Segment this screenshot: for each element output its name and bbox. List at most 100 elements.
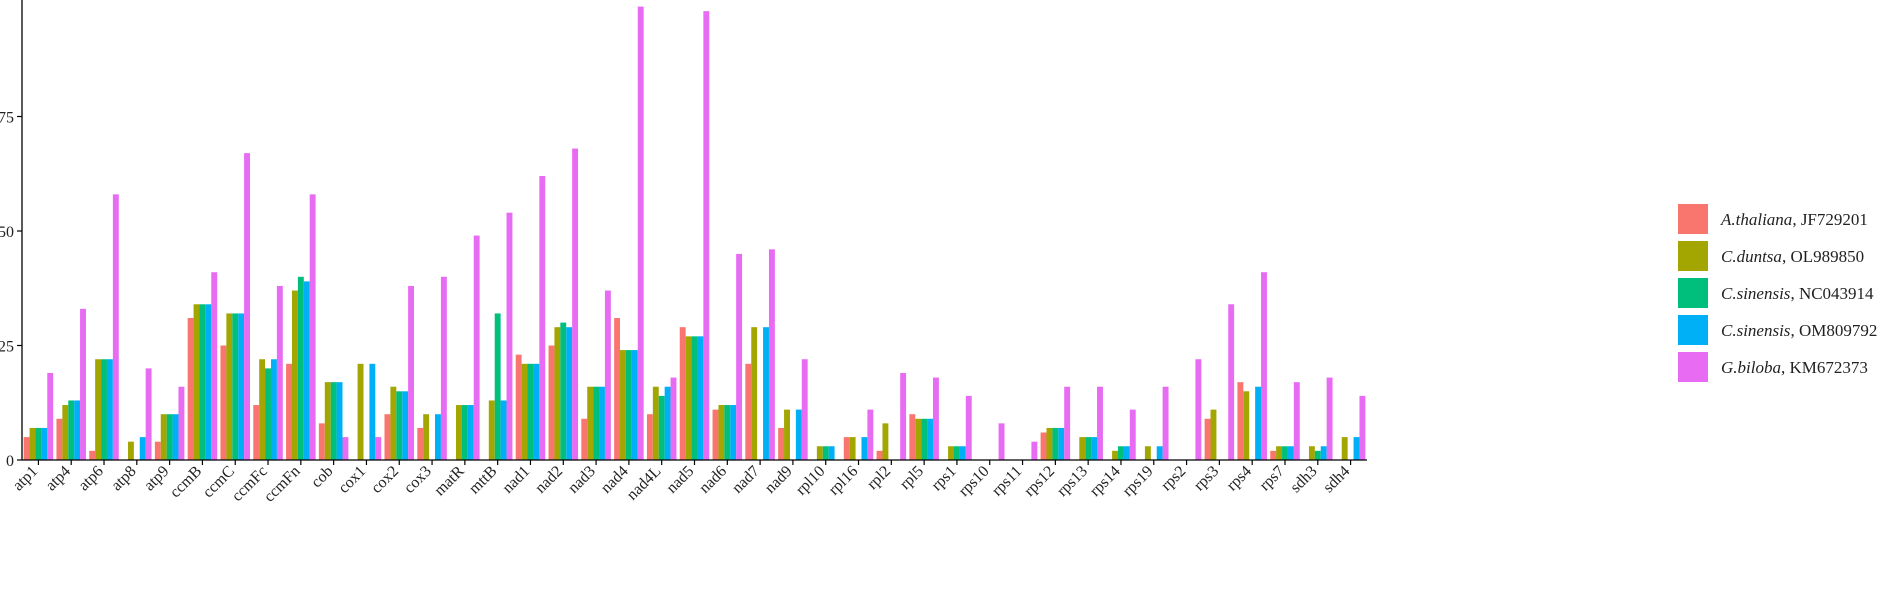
bar-atp9-s1 [160,414,167,460]
bar-sdh3-s4 [1326,377,1333,460]
x-tick-label-rps7: rps7 [1256,463,1288,495]
x-tick-label-rps12: rps12 [1021,463,1058,500]
bar-ccmB-s4 [211,272,218,460]
bar-nad4L-s1 [652,386,659,460]
bars-layer [23,6,1366,461]
bar-atp8-s3 [139,437,146,460]
bar-rps12-s0 [1040,432,1047,460]
bar-rps4-s4 [1261,272,1267,460]
bar-rps7-s4 [1293,382,1300,460]
bar-sdh4-s1 [1341,437,1348,460]
bar-cox2-s2 [396,391,403,460]
x-tick-label-rpl10: rpl10 [793,463,829,499]
bar-nad1-s3 [533,363,540,460]
bar-atp1-s4 [47,372,54,460]
x-tick-label-ccmB: ccmB [167,463,205,501]
bar-cob-s0 [318,423,325,460]
x-tick-label-matR: matR [431,463,468,500]
x-tick-label-atp6: atp6 [75,463,106,494]
bar-cox3-s3 [435,414,441,460]
bar-cox1-s4 [375,437,382,460]
bar-ccmFc-s3 [270,359,277,460]
bar-nad6-s2 [724,405,731,460]
bar-nad2-s0 [548,345,555,460]
bar-nad4-s2 [625,350,632,460]
bar-nad5-s1 [685,336,692,460]
bar-atp6-s0 [89,450,96,460]
bar-cox3-s1 [423,414,430,460]
bar-rpl10-s2 [822,446,829,460]
legend-label: C.sinensis, OM809792 [1721,321,1878,340]
bar-rpl10-s1 [816,446,823,460]
x-tick-label-rpl16: rpl16 [825,463,861,499]
bar-rpl2-s0 [876,450,883,460]
bar-sdh4-s4 [1359,395,1366,460]
bar-atp9-s3 [172,414,179,460]
bar-rps3-s0 [1204,418,1211,460]
bar-nad3-s2 [593,386,600,460]
bar-rps11-s4 [1031,441,1038,460]
bar-ccmFc-s4 [276,285,283,460]
legend-item-csinensis-om: C.sinensis, OM809792 [1678,315,1888,347]
x-tick-label-nad2: nad2 [532,463,566,497]
legend-swatch [1678,352,1708,382]
bar-cob-s2 [330,382,337,460]
bar-matR-s4 [473,235,480,460]
bar-rpl2-s4 [900,372,907,460]
x-tick-label-cox1: cox1 [335,463,369,497]
bar-nad9-s1 [784,409,790,460]
bar-sdh3-s2 [1314,450,1321,460]
bar-nad4L-s3 [664,386,671,460]
x-tick-label-rps1: rps1 [928,463,960,495]
x-tick-label-nad4L: nad4L [624,463,665,504]
bar-ccmC-s4 [244,153,250,460]
bar-ccmC-s3 [238,313,245,460]
bar-rps1-s3 [959,446,966,460]
bar-cox2-s4 [408,285,415,460]
bar-nad9-s0 [778,427,785,460]
bar-nad4-s4 [637,6,644,461]
x-tick-label-rps3: rps3 [1191,463,1223,495]
bar-nad7-s0 [745,363,752,460]
legend-swatch [1678,278,1708,308]
bar-rps10-s4 [998,423,1005,460]
bar-atp1-s3 [41,427,48,460]
bar-cox2-s0 [384,414,391,460]
bar-nad2-s2 [560,322,567,460]
legend-label: G.biloba, KM672373 [1721,358,1868,377]
bar-cox3-s4 [440,276,447,460]
bar-ccmC-s0 [220,345,227,460]
bar-cox1-s1 [357,363,364,460]
bar-nad4L-s4 [670,377,677,460]
bar-rps12-s2 [1052,427,1059,460]
bar-matR-s1 [456,405,462,460]
bar-nad3-s1 [587,386,594,460]
bar-cob-s4 [342,437,349,460]
bar-nad5-s4 [703,11,710,460]
legend-item-cduntsa: C.duntsa, OL989850 [1678,241,1888,273]
legend-swatch [1678,241,1708,271]
x-tick-label-rps10: rps10 [955,463,992,500]
x-tick-label-nad3: nad3 [565,463,599,497]
x-tick-label-atp1: atp1 [10,463,41,494]
bar-rps4-s3 [1255,386,1262,460]
bar-cox3-s0 [417,427,424,460]
bar-nad4-s3 [631,350,638,460]
bar-nad3-s4 [604,290,611,460]
bar-rpl5-s1 [915,418,922,460]
bar-ccmC-s1 [226,313,233,460]
x-tick-label-nad5: nad5 [663,463,697,497]
bar-sdh4-s3 [1353,437,1360,460]
bar-ccmFn-s1 [291,290,298,460]
bar-nad2-s4 [572,148,579,460]
bar-rps3-s4 [1228,304,1235,460]
bar-atp6-s3 [106,359,113,460]
bar-atp6-s4 [112,194,119,461]
y-tick-label: 75 [0,110,14,127]
x-tick-label-rps11: rps11 [989,463,1026,500]
bar-matR-s2 [461,405,468,460]
legend-item-athaliana: A.thaliana, JF729201 [1678,204,1888,236]
bar-ccmFn-s4 [309,194,316,461]
bar-ccmFn-s0 [286,363,292,460]
